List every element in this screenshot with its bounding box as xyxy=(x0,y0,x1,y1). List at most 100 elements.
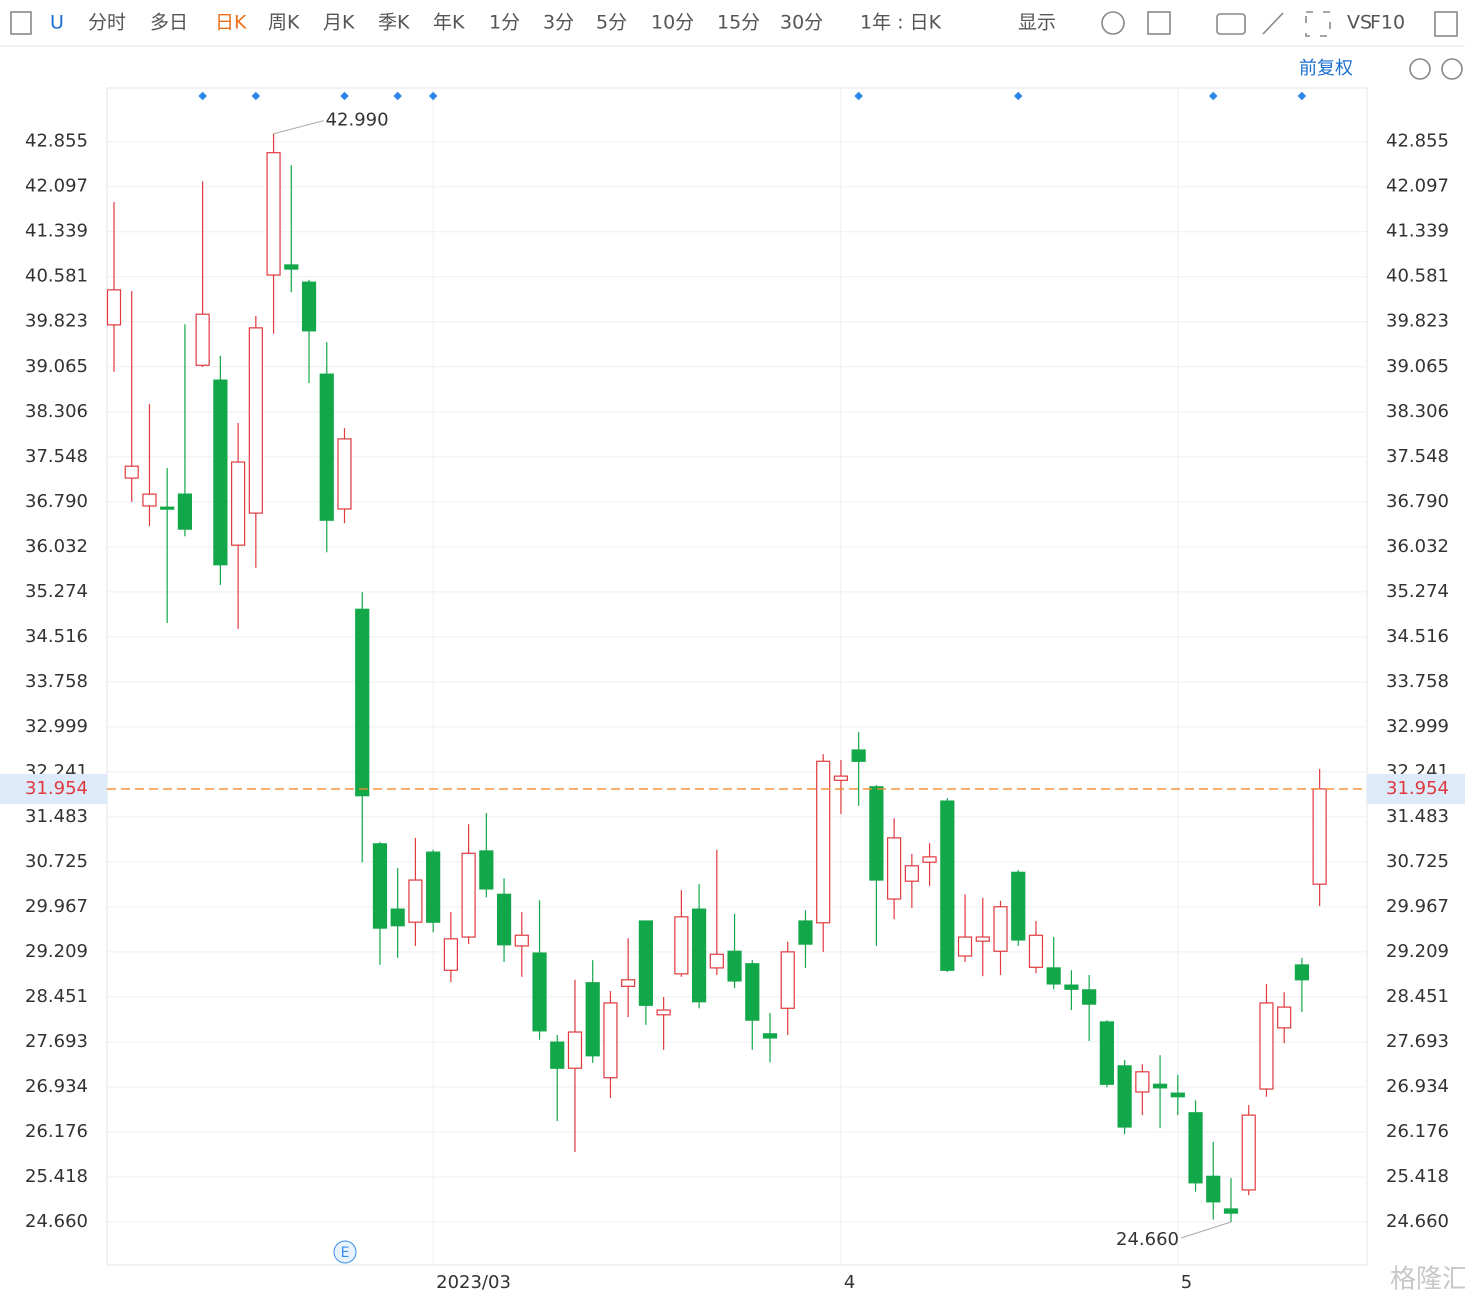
y-tick-label: 24.660 xyxy=(25,1211,88,1232)
event-marker[interactable] xyxy=(1209,91,1218,101)
candle-body xyxy=(106,289,122,326)
candle-body xyxy=(124,465,139,479)
fullscreen-icon[interactable] xyxy=(1305,11,1331,37)
y-tick-label-right: 29.967 xyxy=(1386,896,1449,917)
toolbar-item[interactable]: 日K xyxy=(215,12,247,34)
candle-body xyxy=(621,979,636,987)
candle-body xyxy=(1135,1071,1150,1093)
candle-body xyxy=(213,379,228,566)
sidebar-toggle[interactable] xyxy=(10,11,32,35)
toolbar-item[interactable]: 1分 xyxy=(489,12,520,34)
toolbar-item[interactable]: 10分 xyxy=(651,12,694,34)
toolbar-item[interactable]: 显示 xyxy=(1018,12,1056,34)
y-tick-label-right: 42.855 xyxy=(1386,131,1449,152)
candle-body xyxy=(461,852,476,938)
event-icon[interactable] xyxy=(333,1240,357,1264)
camera-icon[interactable] xyxy=(1216,13,1246,35)
last-price-label: 31.954 xyxy=(25,778,88,799)
candle-body xyxy=(443,938,458,971)
y-tick-label-right: 36.032 xyxy=(1386,536,1449,557)
y-tick-label: 39.823 xyxy=(25,311,88,332)
event-icon-letter: E xyxy=(341,1245,350,1261)
y-tick-label-right: 39.065 xyxy=(1386,356,1449,377)
y-tick-label: 29.209 xyxy=(25,941,88,962)
toolbar-item[interactable]: VS xyxy=(1347,12,1372,34)
pen-icon[interactable] xyxy=(1262,12,1284,35)
toolbar-item[interactable]: 季K xyxy=(378,12,410,34)
candle-body xyxy=(479,850,494,890)
min-label: 24.660 xyxy=(1116,1229,1179,1250)
toolbar-item[interactable]: 30分 xyxy=(780,12,823,34)
candle-body xyxy=(177,493,193,530)
toolbar-item[interactable]: 年K xyxy=(433,12,465,34)
settings-icon[interactable] xyxy=(1101,11,1125,35)
candle-body xyxy=(762,1033,778,1039)
toolbar-item[interactable]: 多日 xyxy=(150,12,188,34)
candle-body xyxy=(1259,1002,1274,1090)
toolbar-item[interactable]: 3分 xyxy=(543,12,574,34)
panel-icon[interactable] xyxy=(1434,11,1458,37)
y-tick-label-right: 32.999 xyxy=(1386,716,1449,737)
event-marker[interactable] xyxy=(854,91,863,101)
min-pointer xyxy=(1180,1221,1232,1239)
candle-body xyxy=(1082,989,1097,1005)
y-tick-label-right: 40.581 xyxy=(1386,266,1449,287)
y-tick-label: 42.855 xyxy=(25,131,88,152)
candle-body xyxy=(355,608,370,797)
toolbar-item[interactable]: 分时 xyxy=(88,12,126,34)
y-tick-label: 33.758 xyxy=(25,671,88,692)
candle-body xyxy=(922,856,937,863)
y-tick-label-right: 41.339 xyxy=(1386,221,1449,242)
candle-body xyxy=(1223,1208,1239,1214)
candle-body xyxy=(674,916,689,975)
y-tick-label-right: 24.660 xyxy=(1386,1211,1449,1232)
candle-body xyxy=(195,313,210,366)
candle-body xyxy=(851,749,866,762)
candle-body xyxy=(1046,967,1061,985)
event-marker[interactable] xyxy=(393,91,402,101)
candle-body xyxy=(1099,1021,1114,1085)
zoom-out[interactable] xyxy=(1409,58,1431,80)
toolbar-item[interactable]: 5分 xyxy=(596,12,627,34)
candle-body xyxy=(1312,788,1327,885)
candle-body xyxy=(798,920,813,945)
event-marker[interactable] xyxy=(198,91,207,101)
event-marker[interactable] xyxy=(340,91,349,101)
candle-body xyxy=(319,373,334,521)
event-marker[interactable] xyxy=(1297,91,1307,101)
y-tick-label: 26.934 xyxy=(25,1076,88,1097)
toolbar-item[interactable]: F10 xyxy=(1370,12,1405,34)
square-tool[interactable] xyxy=(1147,11,1171,35)
candle-body xyxy=(1117,1065,1132,1128)
candle-body xyxy=(1028,934,1044,968)
candle-body xyxy=(656,1009,671,1016)
event-marker[interactable] xyxy=(251,91,261,101)
y-tick-label: 30.725 xyxy=(25,851,88,872)
toolbar-item[interactable]: 月K xyxy=(323,12,355,34)
y-tick-label: 40.581 xyxy=(25,266,88,287)
candle-body xyxy=(993,906,1008,952)
toolbar-item[interactable]: 周K xyxy=(268,12,300,34)
candle-body xyxy=(496,893,512,946)
candle-body xyxy=(940,800,955,971)
candle-body xyxy=(160,506,175,510)
candle-body xyxy=(266,152,281,276)
adjust-button[interactable]: 前复权 xyxy=(1299,58,1353,79)
toolbar-item[interactable]: U xyxy=(50,12,64,34)
event-marker[interactable] xyxy=(1013,91,1023,101)
y-tick-label-right: 35.274 xyxy=(1386,581,1449,602)
candle-body xyxy=(691,908,707,1003)
candle-body xyxy=(638,920,654,1006)
event-marker[interactable] xyxy=(428,91,438,101)
candle-body xyxy=(337,438,352,510)
candle-body xyxy=(372,843,388,929)
candle-body xyxy=(1064,984,1079,990)
toolbar-item[interactable]: 15分 xyxy=(717,12,760,34)
y-tick-label-right: 33.758 xyxy=(1386,671,1449,692)
y-tick-label: 32.999 xyxy=(25,716,88,737)
toolbar-item[interactable]: 1年 : 日K xyxy=(860,12,942,34)
candle-body xyxy=(904,865,919,882)
zoom-in[interactable] xyxy=(1441,58,1463,80)
y-tick-label: 35.274 xyxy=(25,581,88,602)
last-price-box-right xyxy=(1367,773,1465,804)
